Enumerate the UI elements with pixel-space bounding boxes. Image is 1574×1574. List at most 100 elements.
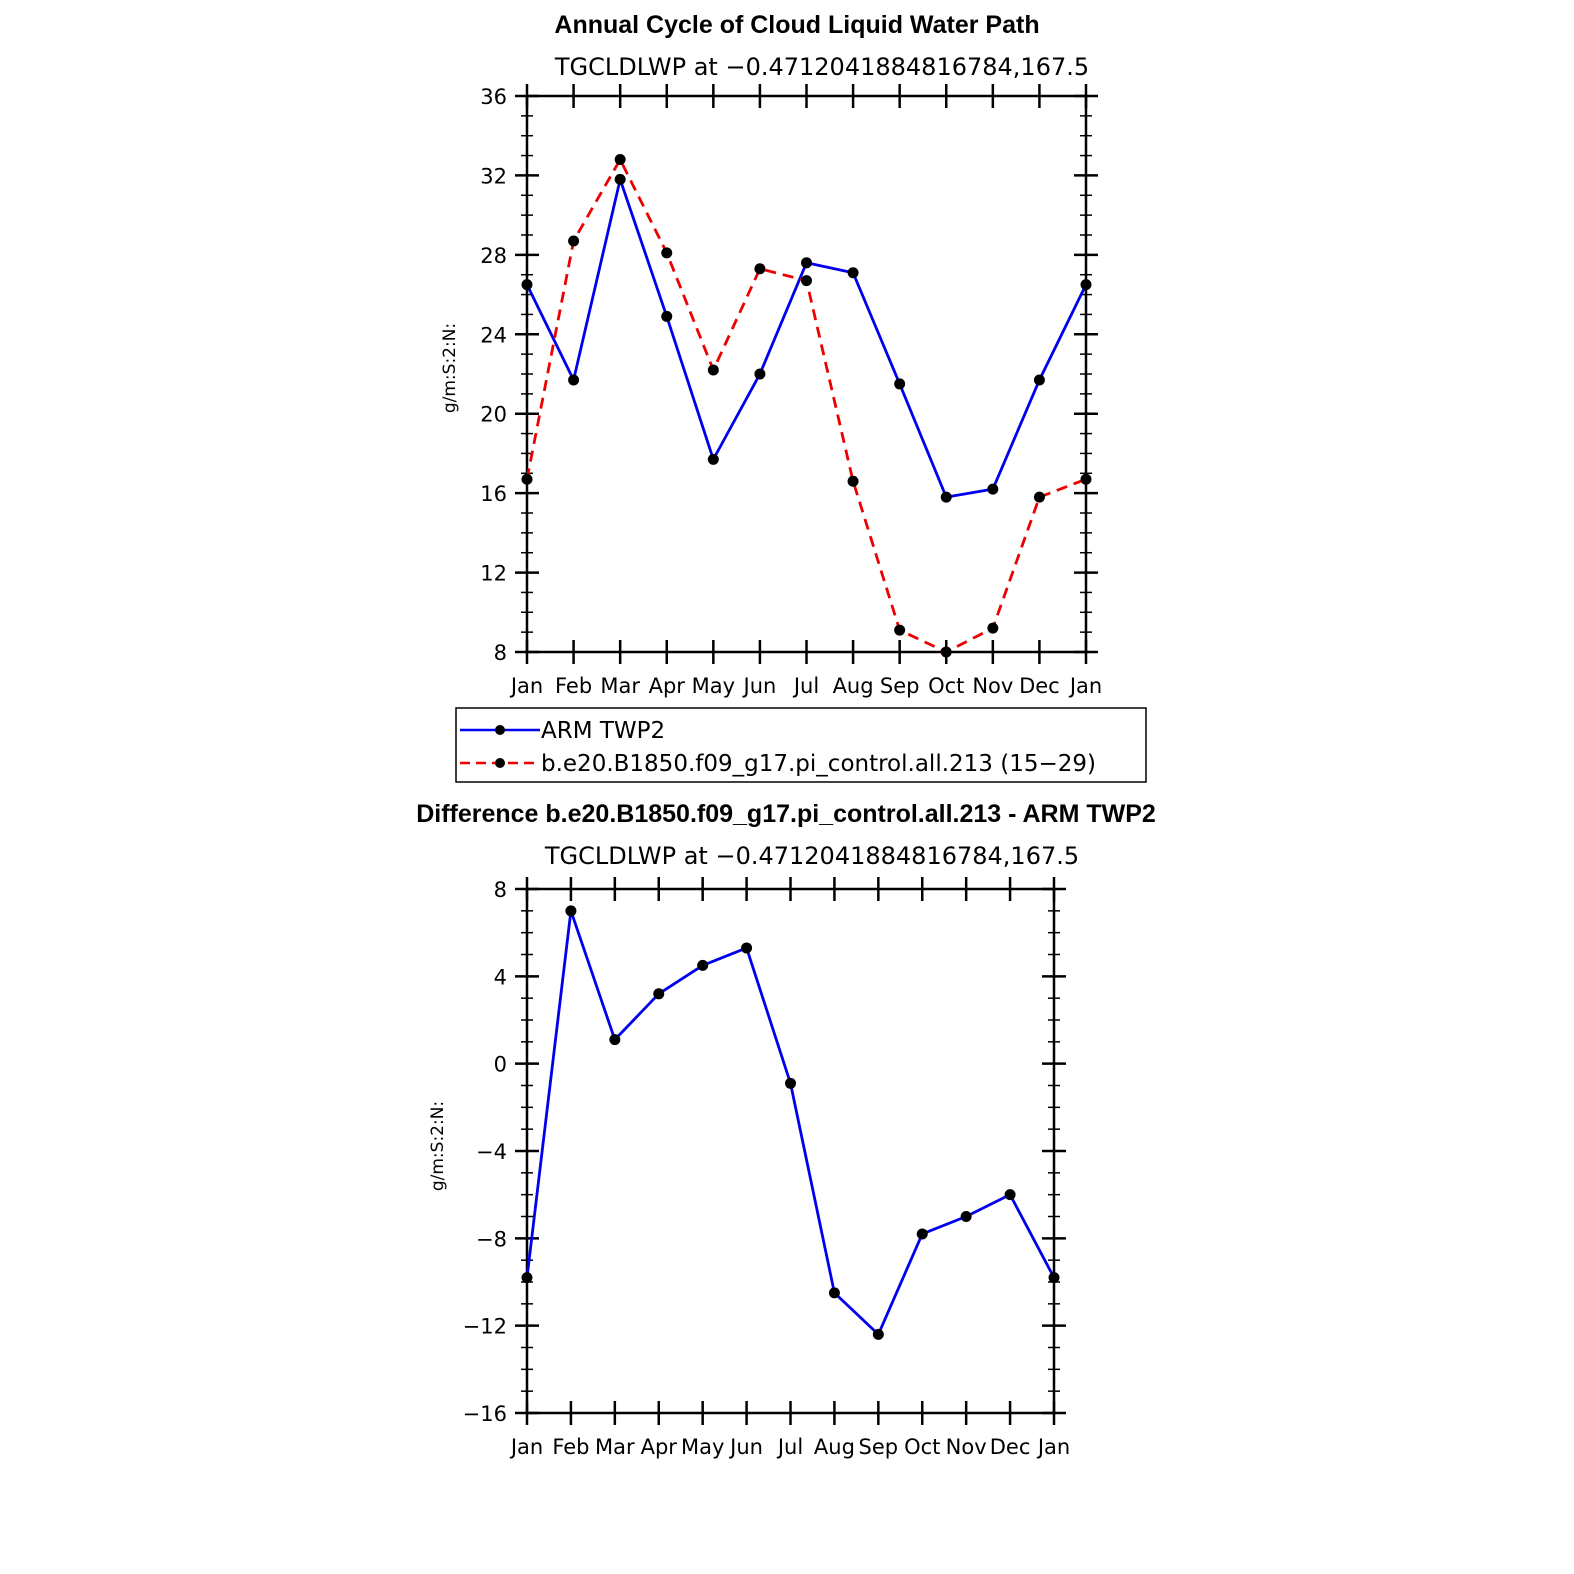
chart1-ytick-label: 16: [480, 482, 507, 506]
chart2-series-0-point: [741, 942, 753, 954]
chart2-series-0-point: [872, 1328, 884, 1340]
chart2-ytick-label: 8: [494, 878, 507, 902]
chart2-series-line-0: [525, 909, 1056, 1336]
chart2-xtick-label: Apr: [641, 1435, 678, 1459]
chart2-xtick-label: Jul: [776, 1435, 803, 1459]
chart1-series-0-point: [1033, 374, 1045, 386]
chart2-subtitle: TGCLDLWP at −0.4712041884816784,167.5: [544, 842, 1079, 870]
chart2-ytick-label: −16: [463, 1402, 507, 1426]
chart1-series-1-point: [847, 475, 859, 487]
chart1-series-0-point: [801, 257, 812, 269]
chart2-xtick-label: Mar: [595, 1435, 635, 1459]
chart2-xtick-label: Sep: [859, 1435, 899, 1459]
chart1-xtick-label: Jul: [792, 674, 819, 698]
chart1-xtick-label: Apr: [649, 674, 686, 698]
chart1: 8 12 16 20 24 28 32 36 Jan Feb Mar Apr May Jun Jul Aug S…: [480, 84, 1102, 698]
chart2-series-0-point: [521, 1272, 533, 1284]
chart1-series-1-point: [661, 247, 673, 259]
chart1-ytick-label: 32: [480, 164, 507, 188]
chart2-series-0-point: [1048, 1272, 1060, 1284]
chart2-series-0-point: [565, 905, 577, 917]
chart2-ylabel: g/m:S:2:N:: [428, 1101, 448, 1191]
chart2-xtick-label: Jan: [509, 1435, 543, 1459]
chart2-series-0-point: [916, 1228, 928, 1240]
chart1-xtick-label: Aug: [833, 674, 874, 698]
chart1-xtick-label: Nov: [972, 674, 1013, 698]
chart1-series-0-point: [661, 310, 673, 322]
chart1-series-0-point: [894, 378, 906, 390]
chart1-series-0-point: [1080, 279, 1092, 291]
chart1-subtitle: TGCLDLWP at −0.4712041884816784,167.5: [554, 53, 1089, 81]
chart2-series-0-point: [960, 1211, 972, 1222]
chart1-series-1-point: [614, 154, 626, 166]
chart1-series-0-point: [707, 453, 719, 465]
chart1-ytick-label: 12: [480, 562, 507, 586]
legend-box: [455, 707, 1147, 783]
chart1-series-1-point: [754, 263, 766, 275]
chart1-series-0-point: [521, 279, 533, 291]
chart1-series-0-point: [568, 374, 580, 386]
chart1-series-1-point: [894, 624, 906, 636]
chart1-plot-frame: [525, 94, 1088, 654]
chart1-xtick-label: Jun: [742, 674, 777, 698]
legend-label-arm: ARM TWP2: [541, 718, 665, 744]
chart1-series-0-point: [754, 368, 766, 380]
chart2-series-0-point: [609, 1034, 621, 1046]
chart2-ytick-label: −12: [463, 1315, 507, 1339]
chart1-series-1-point: [987, 622, 999, 634]
chart1-series-0-point: [614, 173, 626, 185]
chart1-ytick-label: 36: [480, 85, 507, 109]
chart2-series-0-point: [828, 1287, 840, 1299]
chart2-xtick-label: May: [681, 1435, 724, 1459]
chart1-series-1-point: [1033, 491, 1045, 503]
chart1-ylabel: g/m:S:2:N:: [440, 323, 460, 413]
chart1-xtick-label: Jan: [509, 674, 543, 698]
chart2-xtick-label: Oct: [904, 1435, 940, 1459]
legend-marker-arm: [495, 725, 505, 735]
chart2-ytick-label: 0: [494, 1053, 507, 1077]
chart2-ytick-label: 4: [494, 965, 507, 989]
chart1-series-line-1: [525, 158, 1087, 654]
chart1-xtick-label: Jan: [1068, 674, 1102, 698]
chart2-xtick-label: Dec: [990, 1435, 1031, 1459]
legend: ARM TWP2 b.e20.B1850.f09_g17.pi_control.…: [455, 707, 1147, 783]
chart1-series-1-point: [707, 364, 719, 376]
chart1-xtick-label: May: [692, 674, 735, 698]
chart1-xtick-label: Oct: [928, 674, 964, 698]
chart1-series-0-point: [987, 483, 999, 495]
chart2-series-0-point: [1004, 1189, 1016, 1201]
chart1-ytick-label: 20: [480, 403, 507, 427]
legend-marker-model: [495, 758, 505, 768]
chart1-ytick-label: 28: [480, 244, 507, 268]
chart1-xtick-label: Mar: [600, 674, 640, 698]
chart2-xtick-label: Feb: [552, 1435, 589, 1459]
chart2-xtick-label: Aug: [814, 1435, 855, 1459]
chart1-series-1-point: [568, 235, 580, 247]
chart1-series-1-point: [521, 473, 533, 485]
chart1-xtick-label: Feb: [555, 674, 592, 698]
chart2-plot-frame: [525, 887, 1056, 1415]
chart2-series-0-point: [785, 1077, 796, 1089]
chart1-series-1-point: [801, 275, 812, 287]
chart1-xtick-label: Dec: [1019, 674, 1060, 698]
chart2-title: Difference b.e20.B1850.f09_g17.pi_contro…: [416, 800, 1156, 828]
chart2-ytick-label: −4: [476, 1140, 507, 1164]
chart1-xtick-label: Sep: [880, 674, 920, 698]
chart1-series-line-0: [525, 177, 1088, 499]
chart2: −16 −12 −8 −4 0 4 8 Jan Feb Mar Apr May Jun Jul Aug Sep…: [463, 877, 1070, 1459]
chart1-ytick-label: 24: [480, 323, 507, 347]
chart2-series-0-point: [653, 988, 665, 1000]
chart1-series-1-point: [940, 646, 952, 658]
chart2-xtick-label: Nov: [946, 1435, 987, 1459]
chart1-title: Annual Cycle of Cloud Liquid Water Path: [554, 11, 1039, 39]
chart2-series-0-point: [697, 959, 709, 971]
chart1-series-0-point: [940, 491, 952, 503]
chart2-xtick-label: Jun: [728, 1435, 763, 1459]
chart2-ytick-label: −8: [476, 1227, 507, 1251]
chart2-xtick-label: Jan: [1036, 1435, 1070, 1459]
legend-label-model: b.e20.B1850.f09_g17.pi_control.all.213 (…: [541, 751, 1096, 777]
chart1-ytick-label: 8: [494, 641, 507, 665]
chart1-series-0-point: [847, 267, 859, 279]
chart1-series-1-point: [1080, 473, 1092, 485]
